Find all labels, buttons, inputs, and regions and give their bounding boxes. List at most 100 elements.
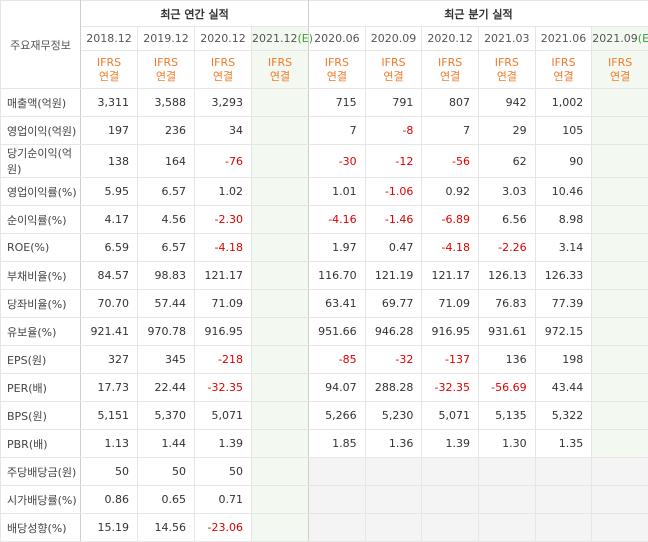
row-label: 당좌비율(%)	[1, 290, 81, 318]
standard: IFRS	[592, 56, 648, 70]
row-label: 영업이익률(%)	[1, 178, 81, 206]
cell-value	[422, 514, 479, 542]
cell-value: 7	[309, 117, 366, 145]
cell-value	[252, 290, 309, 318]
cell-value: -1.46	[365, 206, 422, 234]
cell-value: 69.77	[365, 290, 422, 318]
cell-value: 1.39	[195, 430, 252, 458]
scope: 연결	[366, 70, 422, 84]
cell-value	[252, 234, 309, 262]
cell-value: -32	[365, 346, 422, 374]
cell-value: 105	[535, 117, 592, 145]
row-label: 당기순이익(억원)	[1, 145, 81, 178]
cell-value: 970.78	[138, 318, 195, 346]
row-label: PBR(배)	[1, 430, 81, 458]
cell-value: 126.33	[535, 262, 592, 290]
cell-value: 931.61	[478, 318, 535, 346]
cell-value: 6.57	[138, 178, 195, 206]
cell-value: 4.56	[138, 206, 195, 234]
row-label: PER(배)	[1, 374, 81, 402]
cell-value	[252, 117, 309, 145]
standard: IFRS	[309, 56, 365, 70]
cell-value: 6.57	[138, 234, 195, 262]
cell-value: -137	[422, 346, 479, 374]
cell-value: 71.09	[422, 290, 479, 318]
cell-value: 94.07	[309, 374, 366, 402]
cell-value	[252, 346, 309, 374]
date-text: 2020.12	[427, 32, 473, 45]
row-label: 영업이익(억원)	[1, 117, 81, 145]
column-date: 2021.12(E)	[252, 27, 309, 51]
row-label: ROE(%)	[1, 234, 81, 262]
cell-value: 0.47	[365, 234, 422, 262]
cell-value: 951.66	[309, 318, 366, 346]
cell-value: 345	[138, 346, 195, 374]
date-text: 2020.09	[371, 32, 417, 45]
date-text: 2020.12	[200, 32, 246, 45]
cell-value	[592, 89, 648, 117]
cell-value: 5,322	[535, 402, 592, 430]
cell-value: 70.70	[81, 290, 138, 318]
date-text: 2018.12	[86, 32, 132, 45]
cell-value: 972.15	[535, 318, 592, 346]
cell-value: 17.73	[81, 374, 138, 402]
cell-value: 807	[422, 89, 479, 117]
cell-value: 98.83	[138, 262, 195, 290]
cell-value: 1.36	[365, 430, 422, 458]
cell-value: 5,151	[81, 402, 138, 430]
cell-value: 0.86	[81, 486, 138, 514]
cell-value	[535, 486, 592, 514]
scope: 연결	[195, 70, 251, 84]
column-date: 2019.12	[138, 27, 195, 51]
cell-value: 3.03	[478, 178, 535, 206]
cell-value: 1.39	[422, 430, 479, 458]
cell-value: 5,135	[478, 402, 535, 430]
cell-value: 1.01	[309, 178, 366, 206]
cell-value: -32.35	[195, 374, 252, 402]
cell-value: 1.30	[478, 430, 535, 458]
cell-value: 22.44	[138, 374, 195, 402]
date-text: 2021.03	[484, 32, 530, 45]
cell-value: -12	[365, 145, 422, 178]
cell-value: 0.65	[138, 486, 195, 514]
cell-value	[478, 514, 535, 542]
cell-value	[478, 458, 535, 486]
cell-value: 236	[138, 117, 195, 145]
cell-value: 1.97	[309, 234, 366, 262]
cell-value: 921.41	[81, 318, 138, 346]
cell-value	[592, 290, 648, 318]
row-label: 매출액(억원)	[1, 89, 81, 117]
cell-value: 5.95	[81, 178, 138, 206]
cell-value: -218	[195, 346, 252, 374]
cell-value	[252, 514, 309, 542]
cell-value: 138	[81, 145, 138, 178]
date-text: 2021.12	[252, 32, 298, 45]
standard: IFRS	[252, 56, 308, 70]
cell-value: 164	[138, 145, 195, 178]
cell-value: 121.17	[422, 262, 479, 290]
cell-value	[592, 234, 648, 262]
cell-value: 791	[365, 89, 422, 117]
cell-value	[422, 486, 479, 514]
scope: 연결	[81, 70, 137, 84]
cell-value: 6.56	[478, 206, 535, 234]
cell-value: 3,588	[138, 89, 195, 117]
cell-value: -76	[195, 145, 252, 178]
row-label: 부채비율(%)	[1, 262, 81, 290]
scope: 연결	[252, 70, 308, 84]
cell-value	[592, 117, 648, 145]
cell-value: 3,311	[81, 89, 138, 117]
cell-value: 1.85	[309, 430, 366, 458]
cell-value: 50	[195, 458, 252, 486]
